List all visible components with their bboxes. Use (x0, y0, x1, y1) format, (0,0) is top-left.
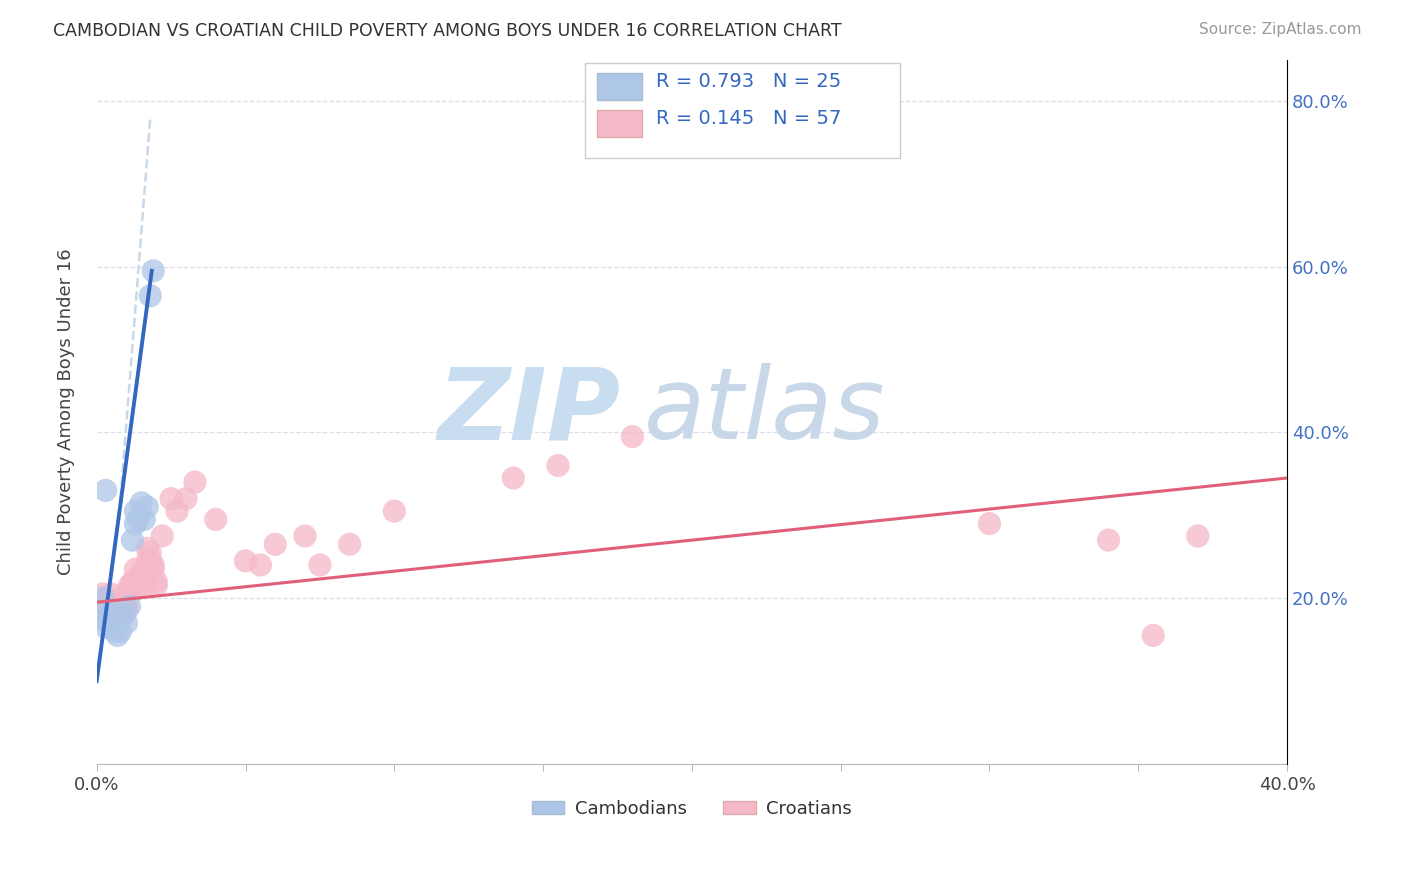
Point (150, 529, 173, 543)
Point (115, 603, 138, 617)
Point (160, 491, 183, 506)
Point (127, 512, 149, 526)
Point (127, 570, 149, 584)
Point (121, 533, 143, 548)
Point (97, 607, 120, 622)
Text: ZIP: ZIP (437, 363, 620, 460)
Point (94, 612, 117, 626)
Point (294, 529, 316, 543)
Point (89, 603, 111, 617)
FancyBboxPatch shape (596, 73, 643, 100)
Point (979, 516, 1001, 531)
Text: atlas: atlas (644, 363, 886, 460)
Point (110, 591, 132, 606)
Point (1142, 628, 1164, 642)
Point (118, 582, 141, 597)
Point (115, 615, 138, 630)
Point (118, 579, 141, 593)
Point (91, 587, 114, 601)
Point (91, 595, 114, 609)
Point (134, 579, 156, 593)
Point (94, 603, 117, 617)
Point (139, 554, 162, 568)
Point (103, 603, 125, 617)
Point (134, 574, 156, 589)
Point (1097, 533, 1119, 548)
Legend: Cambodians, Croatians: Cambodians, Croatians (524, 793, 859, 825)
Point (94, 483, 117, 498)
Point (100, 603, 122, 617)
Point (100, 612, 122, 626)
Point (136, 554, 159, 568)
Point (112, 595, 135, 609)
Text: R = 0.145   N = 57: R = 0.145 N = 57 (657, 109, 842, 128)
Point (107, 612, 129, 626)
Point (100, 599, 122, 614)
Text: Source: ZipAtlas.com: Source: ZipAtlas.com (1198, 22, 1361, 37)
Point (339, 537, 361, 551)
Point (103, 595, 125, 609)
Point (97, 595, 120, 609)
Point (110, 603, 132, 617)
Point (112, 607, 135, 622)
Text: R = 0.793   N = 25: R = 0.793 N = 25 (657, 72, 841, 91)
Point (107, 599, 129, 614)
FancyBboxPatch shape (585, 63, 900, 158)
Point (264, 537, 287, 551)
Point (249, 558, 271, 572)
Point (145, 579, 167, 593)
Point (134, 512, 156, 526)
Point (97, 607, 120, 622)
Point (547, 458, 569, 473)
Point (309, 558, 332, 572)
Point (502, 471, 524, 485)
Point (142, 264, 165, 278)
Point (131, 566, 153, 581)
Point (97, 615, 120, 630)
Point (110, 612, 132, 626)
Point (145, 574, 167, 589)
Y-axis label: Child Poverty Among Boys Under 16: Child Poverty Among Boys Under 16 (58, 248, 75, 575)
Point (124, 516, 146, 531)
Point (124, 582, 146, 597)
Point (621, 429, 644, 443)
Point (110, 624, 132, 639)
Point (1187, 529, 1209, 543)
Point (103, 624, 125, 639)
Point (136, 541, 159, 556)
Point (124, 562, 146, 576)
Point (121, 574, 143, 589)
Point (382, 504, 405, 518)
Point (107, 615, 129, 630)
Point (90, 612, 112, 626)
Point (174, 491, 197, 506)
Point (107, 628, 129, 642)
Point (91, 591, 114, 606)
Point (131, 496, 153, 510)
Point (118, 599, 141, 614)
Point (100, 587, 122, 601)
Text: CAMBODIAN VS CROATIAN CHILD POVERTY AMONG BOYS UNDER 16 CORRELATION CHART: CAMBODIAN VS CROATIAN CHILD POVERTY AMON… (53, 22, 842, 40)
Point (115, 599, 138, 614)
Point (166, 504, 188, 518)
Point (121, 579, 143, 593)
Point (204, 512, 226, 526)
Point (139, 545, 162, 559)
Point (184, 475, 207, 490)
Point (142, 558, 165, 572)
Point (124, 504, 146, 518)
Point (94, 620, 117, 634)
Point (142, 562, 165, 576)
Point (235, 554, 257, 568)
Point (127, 574, 149, 589)
FancyBboxPatch shape (596, 111, 643, 137)
Point (139, 289, 162, 303)
Point (136, 500, 159, 514)
